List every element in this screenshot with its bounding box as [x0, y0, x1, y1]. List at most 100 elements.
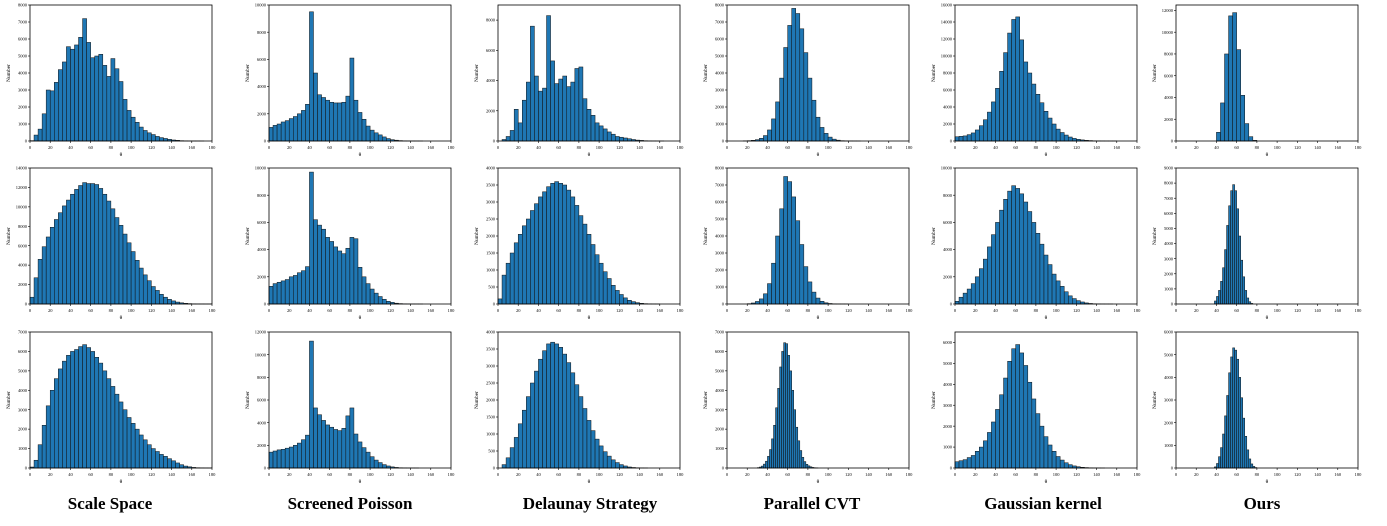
bar	[991, 102, 995, 141]
y-tick-label: 0	[493, 466, 496, 471]
x-tick-label: 80	[109, 308, 114, 313]
x-axis-label: θ	[1266, 152, 1269, 158]
bar	[119, 402, 123, 468]
bar	[506, 136, 510, 141]
x-tick-label: 40	[1214, 308, 1219, 313]
bar	[38, 129, 42, 141]
bar	[99, 54, 103, 141]
y-tick-label: 2000	[943, 122, 953, 127]
bar	[796, 427, 798, 468]
x-tick-label: 40	[68, 472, 73, 477]
bar	[1036, 233, 1040, 304]
bar	[301, 440, 305, 468]
y-tick-label: 6000	[18, 243, 28, 248]
x-axis-label: θ	[120, 152, 123, 158]
bar	[1012, 349, 1016, 468]
bar	[796, 14, 800, 142]
bar	[975, 277, 979, 304]
bar	[611, 134, 615, 141]
y-tick-label: 0	[950, 139, 953, 144]
bar	[1216, 296, 1218, 304]
bar	[510, 253, 514, 304]
bar	[172, 461, 176, 468]
bar	[1243, 277, 1245, 304]
y-tick-label: 4000	[715, 388, 725, 393]
bar	[382, 137, 386, 141]
bar	[151, 449, 155, 468]
bar	[1060, 460, 1064, 468]
x-tick-label: 60	[785, 145, 790, 150]
bar	[979, 126, 983, 141]
bar	[820, 301, 824, 304]
bar	[1225, 416, 1227, 468]
bar	[784, 343, 786, 468]
x-tick-label: 180	[906, 145, 914, 150]
bar	[788, 355, 790, 468]
bar	[91, 58, 95, 141]
bar	[1020, 40, 1024, 141]
y-axis-label: Number	[931, 64, 937, 82]
x-tick-label: 0	[954, 308, 957, 313]
x-tick-label: 140	[407, 145, 415, 150]
x-tick-label: 0	[726, 308, 729, 313]
bar	[159, 294, 163, 304]
bar	[595, 123, 599, 141]
bar	[305, 104, 309, 141]
bar	[354, 239, 358, 304]
bar	[350, 237, 354, 304]
y-tick-label: 0	[1171, 466, 1174, 471]
y-tick-label: 2000	[257, 111, 267, 116]
bar	[281, 122, 285, 141]
plot-frame	[1176, 168, 1358, 304]
bar	[354, 434, 358, 468]
bar	[346, 416, 350, 468]
bar	[1004, 199, 1008, 304]
x-tick-label: 60	[88, 308, 93, 313]
x-tick-label: 160	[427, 308, 435, 313]
x-tick-label: 140	[168, 145, 176, 150]
x-tick-label: 80	[577, 472, 582, 477]
bar	[995, 409, 999, 468]
bar	[1056, 129, 1060, 141]
y-axis-label: Number	[703, 64, 709, 82]
y-tick-label: 2000	[943, 424, 953, 429]
x-tick-label: 140	[168, 308, 176, 313]
x-tick-label: 140	[1314, 145, 1322, 150]
bar	[759, 299, 763, 304]
x-tick-label: 80	[1034, 308, 1039, 313]
bar	[1016, 188, 1020, 304]
bar	[563, 185, 567, 304]
x-tick-label: 120	[1073, 308, 1081, 313]
y-tick-label: 1000	[715, 446, 725, 451]
y-tick-label: 16000	[941, 3, 953, 8]
x-tick-label: 140	[865, 472, 873, 477]
y-tick-label: 500	[488, 449, 496, 454]
x-tick-label: 0	[29, 145, 32, 150]
x-tick-label: 60	[785, 472, 790, 477]
y-tick-label: 500	[488, 285, 496, 290]
bar	[326, 425, 330, 468]
x-tick-label: 140	[865, 145, 873, 150]
bar	[522, 410, 526, 468]
x-tick-label: 60	[1013, 308, 1018, 313]
y-tick-label: 4000	[943, 247, 953, 252]
y-tick-label: 14000	[941, 20, 953, 25]
x-tick-label: 160	[656, 472, 664, 477]
bar	[607, 132, 611, 141]
bar	[967, 135, 971, 141]
bar	[1247, 450, 1249, 468]
y-tick-label: 8000	[1164, 181, 1174, 186]
bar	[559, 183, 563, 304]
bar	[322, 229, 326, 304]
bar	[623, 298, 627, 304]
x-axis-label: θ	[120, 315, 123, 321]
bar	[542, 192, 546, 304]
y-axis-label: Number	[1152, 227, 1158, 245]
bar	[147, 445, 151, 468]
y-tick-label: 7000	[715, 183, 725, 188]
caption-parallel-cvt: Parallel CVT	[702, 494, 922, 514]
